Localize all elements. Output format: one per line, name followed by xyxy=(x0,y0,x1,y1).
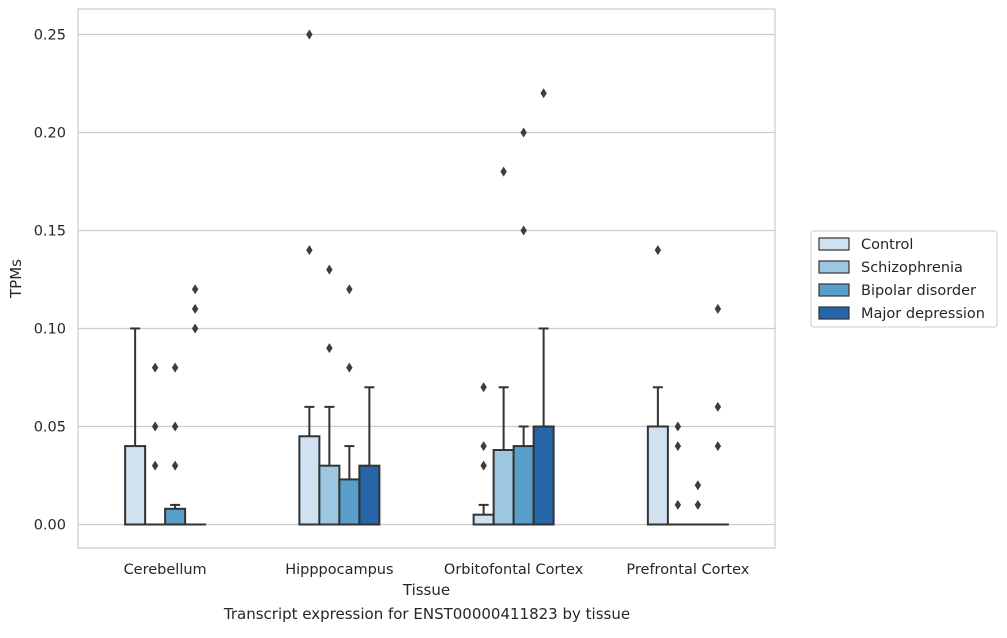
box xyxy=(474,515,494,525)
y-tick-label: 0.00 xyxy=(34,517,66,533)
box xyxy=(514,446,534,524)
plot-area xyxy=(78,9,775,548)
y-tick-label: 0.05 xyxy=(34,419,66,435)
legend-swatch xyxy=(819,307,849,319)
box xyxy=(125,446,145,524)
legend: Control Schizophrenia Bipolar disorder Majo… xyxy=(811,231,997,327)
box xyxy=(299,436,319,524)
box xyxy=(319,466,339,525)
box xyxy=(494,450,514,524)
legend-label: Schizophrenia xyxy=(861,260,963,276)
box xyxy=(165,509,185,525)
x-tick-label: Prefrontal Cortex xyxy=(626,562,749,578)
x-tick-label: Hipppocampus xyxy=(285,562,393,578)
legend-swatch xyxy=(819,238,849,250)
chart-caption: Transcript expression for ENST0000041182… xyxy=(0,605,854,623)
y-axis-label: TPMs xyxy=(7,259,25,299)
x-axis-label: Tissue xyxy=(402,581,450,599)
legend-label: Bipolar disorder xyxy=(861,283,976,299)
box xyxy=(534,426,554,524)
legend-label: Control xyxy=(861,237,913,253)
x-tick-label: Orbitofontal Cortex xyxy=(444,562,584,578)
x-tick-label: Cerebellum xyxy=(124,562,207,578)
legend-label: Major depression xyxy=(861,306,985,322)
y-tick-label: 0.10 xyxy=(34,321,66,337)
legend-swatch xyxy=(819,261,849,273)
box xyxy=(359,466,379,525)
y-tick-label: 0.25 xyxy=(34,27,66,43)
y-tick-label: 0.15 xyxy=(34,223,66,239)
legend-swatch xyxy=(819,284,849,296)
box xyxy=(648,426,668,524)
y-tick-label: 0.20 xyxy=(34,125,66,141)
box xyxy=(339,479,359,524)
